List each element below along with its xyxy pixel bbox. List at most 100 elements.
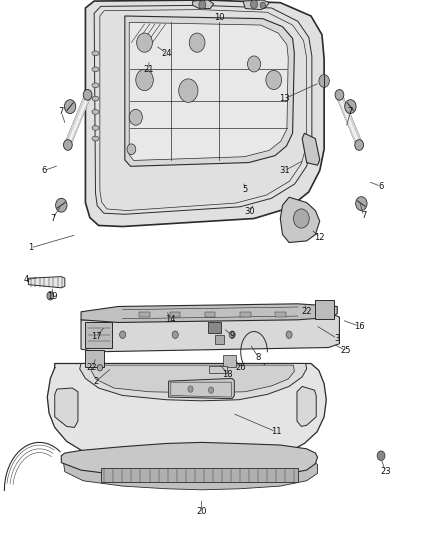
Circle shape xyxy=(64,100,76,114)
Polygon shape xyxy=(64,463,318,490)
Bar xyxy=(240,312,251,317)
Text: 17: 17 xyxy=(91,333,102,341)
Text: 11: 11 xyxy=(271,427,281,436)
Bar xyxy=(209,366,227,373)
Polygon shape xyxy=(129,22,288,160)
Polygon shape xyxy=(280,197,320,243)
Circle shape xyxy=(189,33,205,52)
Circle shape xyxy=(345,100,356,114)
Ellipse shape xyxy=(92,126,99,131)
Text: 22: 22 xyxy=(301,308,312,316)
Polygon shape xyxy=(47,364,326,465)
Text: 13: 13 xyxy=(279,94,290,103)
Text: 7: 7 xyxy=(348,108,353,116)
Circle shape xyxy=(286,331,292,338)
Text: 22: 22 xyxy=(87,364,97,372)
Text: 19: 19 xyxy=(47,293,58,301)
Circle shape xyxy=(355,140,364,150)
Text: 14: 14 xyxy=(166,316,176,324)
Circle shape xyxy=(229,331,235,338)
Circle shape xyxy=(47,292,54,300)
Text: 30: 30 xyxy=(244,207,255,216)
Bar xyxy=(205,312,215,317)
Circle shape xyxy=(56,198,67,212)
Ellipse shape xyxy=(92,96,99,101)
Bar xyxy=(85,350,104,367)
Circle shape xyxy=(266,70,282,90)
Circle shape xyxy=(335,90,344,100)
Circle shape xyxy=(356,197,367,211)
Text: 23: 23 xyxy=(380,467,391,476)
Text: 25: 25 xyxy=(341,346,351,355)
Polygon shape xyxy=(55,388,78,427)
Circle shape xyxy=(64,140,72,150)
Ellipse shape xyxy=(92,136,99,141)
Polygon shape xyxy=(243,0,269,10)
Polygon shape xyxy=(302,133,320,165)
Circle shape xyxy=(120,331,126,338)
Text: 1: 1 xyxy=(28,244,33,252)
Polygon shape xyxy=(81,314,339,352)
Polygon shape xyxy=(169,378,234,399)
Polygon shape xyxy=(81,304,337,322)
Polygon shape xyxy=(91,365,294,393)
Bar xyxy=(85,322,112,348)
Text: 5: 5 xyxy=(243,185,248,193)
Text: 24: 24 xyxy=(161,49,172,58)
Text: 16: 16 xyxy=(354,322,364,330)
Bar xyxy=(223,355,236,367)
Text: 10: 10 xyxy=(214,13,224,21)
Ellipse shape xyxy=(92,110,99,115)
Bar xyxy=(208,322,221,333)
Bar xyxy=(275,312,286,317)
Circle shape xyxy=(179,79,198,102)
Circle shape xyxy=(319,75,329,87)
Polygon shape xyxy=(101,468,298,482)
Text: 7: 7 xyxy=(50,214,55,223)
Bar xyxy=(139,312,150,317)
Circle shape xyxy=(293,209,309,228)
Circle shape xyxy=(260,2,265,9)
Ellipse shape xyxy=(92,51,99,56)
Polygon shape xyxy=(61,442,318,479)
Bar xyxy=(215,335,224,344)
Text: 8: 8 xyxy=(256,353,261,361)
Circle shape xyxy=(127,144,136,155)
Polygon shape xyxy=(85,0,324,227)
Circle shape xyxy=(97,365,102,371)
Circle shape xyxy=(172,331,178,338)
Ellipse shape xyxy=(92,67,99,72)
Circle shape xyxy=(251,0,258,9)
Text: 12: 12 xyxy=(314,233,325,241)
Circle shape xyxy=(129,109,142,125)
Circle shape xyxy=(188,386,193,392)
Circle shape xyxy=(208,387,214,393)
Polygon shape xyxy=(297,386,316,426)
Circle shape xyxy=(83,90,92,100)
Ellipse shape xyxy=(92,83,99,88)
Polygon shape xyxy=(80,364,307,401)
Text: 2: 2 xyxy=(94,377,99,385)
Text: 31: 31 xyxy=(279,166,290,175)
Polygon shape xyxy=(28,277,65,288)
Text: 7: 7 xyxy=(59,108,64,116)
Polygon shape xyxy=(125,16,294,166)
Circle shape xyxy=(377,451,385,461)
Bar xyxy=(315,300,334,319)
Circle shape xyxy=(137,33,152,52)
Text: 21: 21 xyxy=(144,65,154,74)
Bar xyxy=(170,312,180,317)
Text: 3: 3 xyxy=(335,334,340,343)
Text: 18: 18 xyxy=(223,370,233,378)
Text: 6: 6 xyxy=(378,182,384,191)
Circle shape xyxy=(247,56,261,72)
Circle shape xyxy=(199,1,206,9)
Text: 9: 9 xyxy=(230,332,235,340)
Circle shape xyxy=(136,69,153,91)
Text: 20: 20 xyxy=(196,507,207,516)
Text: 4: 4 xyxy=(24,276,29,284)
Polygon shape xyxy=(193,0,214,9)
Text: 26: 26 xyxy=(236,364,246,372)
Text: 7: 7 xyxy=(361,212,366,220)
Text: 6: 6 xyxy=(41,166,46,175)
